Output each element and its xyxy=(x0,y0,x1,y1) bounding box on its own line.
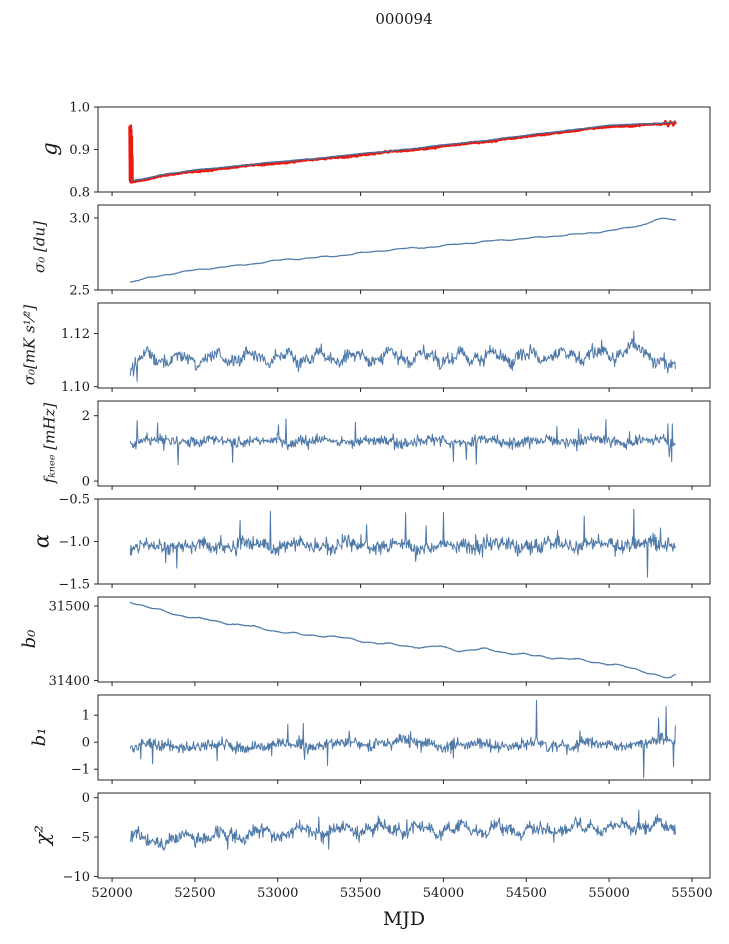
y-axis-label-sigma0-du: σ₀ [du] xyxy=(30,221,49,273)
y-tick-label: −1.0 xyxy=(58,535,90,550)
y-tick-label: 0 xyxy=(82,791,90,806)
y-tick-label: 1.12 xyxy=(61,327,90,342)
y-tick-label: 3.0 xyxy=(69,211,90,226)
y-axis-label-b1: b₁ xyxy=(29,727,50,747)
y-axis-label-b0: b₀ xyxy=(19,629,40,649)
x-tick-label: 54500 xyxy=(506,886,547,901)
panel-frame xyxy=(97,596,711,683)
subplot-f-knee: 02 xyxy=(82,400,711,490)
x-tick-label: 52500 xyxy=(174,886,215,901)
subplot-b0: 31400 31500 xyxy=(49,596,711,689)
y-tick-label: 31500 xyxy=(49,599,90,614)
panel-frame xyxy=(97,400,711,487)
panel-frame xyxy=(97,204,711,291)
y-tick-label: 0 xyxy=(82,736,90,751)
y-tick-label: 2.5 xyxy=(69,284,90,299)
y-axis-label-sigma0-mks: σ₀[mK s¹⁄²] xyxy=(20,304,39,386)
x-tick-label: 53500 xyxy=(340,886,381,901)
y-axis-label-chi2: χ² xyxy=(30,824,54,846)
x-tick-label: 55000 xyxy=(588,886,629,901)
figure-title: 000094 xyxy=(375,10,433,28)
y-axis-label-fknee: fₖₙₑₑ [mHz] xyxy=(40,402,59,484)
subplot-sigma0-du: 2.5 3.0 xyxy=(69,204,711,299)
subplot-b1: −1 0 1 xyxy=(71,694,711,784)
y-tick-label: 31400 xyxy=(49,674,90,689)
series-chi2 xyxy=(129,809,676,851)
panel-frame xyxy=(97,302,711,389)
series-b1 xyxy=(129,699,676,779)
y-tick-label: 0 xyxy=(82,475,90,490)
x-tick-label: 52000 xyxy=(91,886,132,901)
y-tick-label: 1 xyxy=(82,709,90,724)
panel-frame xyxy=(97,694,711,781)
y-axis-label-g: g xyxy=(37,142,62,156)
y-tick-label: 2 xyxy=(82,409,90,424)
subplot-gain-data: 0.8 0.9 1.0 xyxy=(69,101,711,201)
y-tick-label: −0.5 xyxy=(58,493,90,508)
x-tick-label: 55500 xyxy=(671,886,712,901)
y-tick-label: −5 xyxy=(71,831,90,846)
y-tick-label: −1 xyxy=(71,763,90,778)
panel-frame xyxy=(97,792,711,879)
series-sigma0-du xyxy=(129,217,676,283)
subplot-alpha: −1.5 −1.0 −0.5 xyxy=(58,493,711,593)
y-tick-label: 0.8 xyxy=(69,186,90,201)
y-tick-label: −10 xyxy=(63,870,90,885)
x-axis-label: MJD xyxy=(382,908,426,930)
series-gain-data xyxy=(128,119,677,184)
series-b0 xyxy=(129,601,676,679)
y-tick-label: 0.9 xyxy=(69,143,90,158)
series-f-knee xyxy=(129,418,676,466)
y-tick-label: 1.10 xyxy=(61,380,90,395)
series-sigma0-mks xyxy=(129,330,676,382)
subplot-sigma0-mks: 1.10 1.12 xyxy=(61,302,711,395)
y-tick-label: −1.5 xyxy=(58,578,90,593)
subplot-chi2: −10 −5 0 52000 52500 53000 53500 54000 54500 5500… xyxy=(63,791,713,901)
x-tick-label: 54000 xyxy=(423,886,464,901)
y-tick-label: 1.0 xyxy=(69,101,90,116)
series-gain-fit xyxy=(130,121,677,182)
y-axis-label-alpha: α xyxy=(29,533,54,549)
series-alpha xyxy=(129,508,676,578)
x-tick-label: 53000 xyxy=(257,886,298,901)
